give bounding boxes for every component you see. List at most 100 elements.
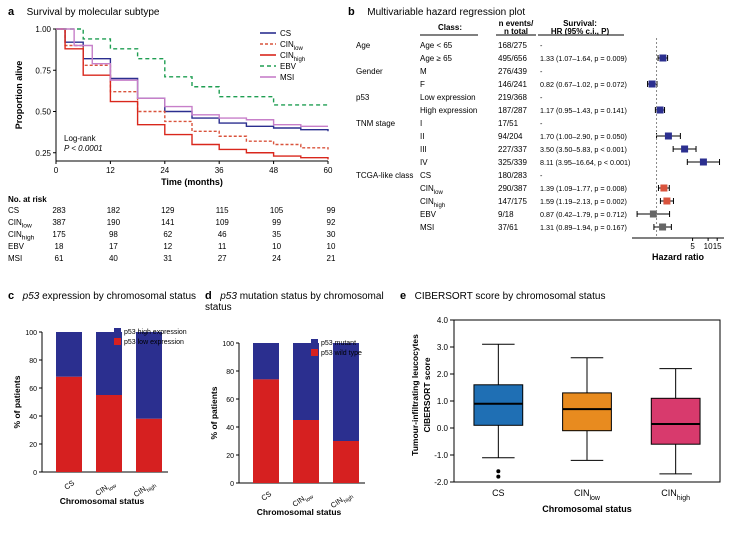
svg-text:Log-rank: Log-rank (64, 134, 97, 143)
panel-d-title: p53 mutation status by chromosomal statu… (205, 291, 384, 313)
svg-text:p53: p53 (356, 93, 370, 102)
svg-text:60: 60 (226, 397, 234, 404)
svg-text:20: 20 (226, 453, 234, 460)
svg-text:Chromosomal status: Chromosomal status (542, 504, 632, 514)
svg-text:60: 60 (324, 166, 333, 175)
svg-text:P < 0.0001: P < 0.0001 (64, 144, 103, 153)
panel-c: c p53 expression by chromosomal status 0… (8, 290, 198, 514)
svg-text:TCGA-like class: TCGA-like class (356, 171, 413, 180)
svg-text:40: 40 (226, 425, 234, 432)
svg-text:p53 high expression: p53 high expression (124, 329, 187, 336)
svg-text:p53 mutant: p53 mutant (321, 340, 356, 347)
svg-text:CS: CS (259, 489, 273, 502)
svg-text:100: 100 (25, 330, 37, 337)
panel-e-label: e (400, 290, 406, 302)
svg-text:0.50: 0.50 (35, 108, 51, 117)
svg-text:% of patients: % of patients (12, 375, 22, 428)
svg-text:80: 80 (29, 358, 37, 365)
svg-text:325/339: 325/339 (498, 158, 527, 167)
svg-text:CINlow: CINlow (420, 184, 443, 196)
svg-text:1.0: 1.0 (437, 397, 449, 406)
svg-text:Age: Age (356, 41, 371, 50)
svg-text:17/51: 17/51 (498, 119, 519, 128)
panel-a-label: a (8, 6, 14, 18)
stacked-bar-c: 020406080100CSCINlowCINhigh% of patients… (8, 302, 198, 512)
svg-text:37/61: 37/61 (498, 223, 519, 232)
svg-text:0: 0 (54, 166, 59, 175)
svg-text:15: 15 (713, 242, 722, 251)
svg-text:CS: CS (492, 488, 505, 498)
svg-text:0: 0 (33, 470, 37, 477)
svg-text:Time (months): Time (months) (161, 177, 223, 187)
svg-text:0: 0 (230, 481, 234, 488)
svg-text:M: M (420, 67, 427, 76)
svg-text:0.0: 0.0 (437, 424, 449, 433)
svg-text:290/387: 290/387 (498, 184, 527, 193)
svg-text:Age < 65: Age < 65 (420, 41, 453, 50)
panel-a-title: Survival by molecular subtype (27, 7, 160, 18)
svg-text:Proportion alive: Proportion alive (14, 61, 24, 130)
km-plot: 0.250.500.751.0001224364860Time (months)… (8, 21, 338, 191)
svg-text:80: 80 (226, 369, 234, 376)
svg-text:High expression: High expression (420, 106, 477, 115)
svg-text:II: II (420, 132, 424, 141)
svg-text:TNM stage: TNM stage (356, 119, 396, 128)
panel-c-label: c (8, 290, 14, 302)
svg-text:4.0: 4.0 (437, 316, 449, 325)
svg-text:147/175: 147/175 (498, 197, 527, 206)
svg-text:40: 40 (29, 414, 37, 421)
svg-text:2.0: 2.0 (437, 370, 449, 379)
svg-text:-: - (540, 171, 543, 180)
svg-text:EBV: EBV (420, 210, 437, 219)
svg-text:CS: CS (280, 29, 291, 38)
svg-text:0.87 (0.42–1.79, p = 0.712): 0.87 (0.42–1.79, p = 0.712) (540, 210, 627, 219)
svg-text:CINlow: CINlow (574, 488, 601, 502)
svg-text:CINhigh: CINhigh (661, 488, 690, 502)
svg-text:% of patients: % of patients (209, 386, 219, 439)
panel-c-title: p53 expression by chromosomal status (23, 291, 196, 302)
svg-text:1.70 (1.00–2.90, p = 0.050): 1.70 (1.00–2.90, p = 0.050) (540, 132, 627, 141)
svg-text:1.17 (0.95–1.43, p = 0.141): 1.17 (0.95–1.43, p = 0.141) (540, 106, 627, 115)
svg-text:Chromosomal status: Chromosomal status (60, 496, 145, 506)
svg-text:219/368: 219/368 (498, 93, 527, 102)
forest-plot: Class:n events/n totalSurvival:HR (95% c… (348, 18, 728, 270)
panel-d: d p53 mutation status by chromosomal sta… (205, 290, 395, 525)
svg-text:I: I (420, 119, 422, 128)
svg-text:CS: CS (62, 478, 76, 491)
svg-text:Gender: Gender (356, 67, 383, 76)
panel-e: e CIBERSORT score by chromosomal status … (400, 290, 730, 524)
box-plot: -2.0-1.00.01.02.03.04.0CSCINlowCINhighCh… (400, 302, 730, 522)
panel-b: b Multivariable hazard regression plot C… (348, 6, 728, 272)
svg-text:Chromosomal status: Chromosomal status (257, 507, 342, 517)
svg-text:9/18: 9/18 (498, 210, 514, 219)
svg-text:III: III (420, 145, 427, 154)
svg-text:Low expression: Low expression (420, 93, 476, 102)
svg-text:3.50 (3.50–5.83, p < 0.001): 3.50 (3.50–5.83, p < 0.001) (540, 145, 627, 154)
svg-text:10: 10 (704, 242, 713, 251)
svg-text:495/656: 495/656 (498, 54, 527, 63)
svg-text:24: 24 (160, 166, 169, 175)
svg-text:MSI: MSI (280, 73, 294, 82)
svg-text:276/439: 276/439 (498, 67, 527, 76)
svg-text:227/337: 227/337 (498, 145, 527, 154)
svg-text:-: - (540, 41, 543, 50)
svg-text:1.00: 1.00 (35, 25, 51, 34)
svg-text:F: F (420, 80, 425, 89)
svg-text:p53 wild type: p53 wild type (321, 350, 362, 357)
svg-text:187/287: 187/287 (498, 106, 527, 115)
svg-text:12: 12 (106, 166, 115, 175)
svg-text:168/275: 168/275 (498, 41, 527, 50)
svg-text:MSI: MSI (420, 223, 434, 232)
svg-text:-: - (540, 93, 543, 102)
svg-text:94/204: 94/204 (498, 132, 523, 141)
svg-text:CIBERSORT score: CIBERSORT score (422, 357, 432, 432)
svg-text:EBV: EBV (280, 62, 297, 71)
stacked-bar-d: 020406080100CSCINlowCINhigh% of patients… (205, 313, 395, 523)
svg-text:Hazard ratio: Hazard ratio (652, 252, 705, 262)
svg-text:Age ≥ 65: Age ≥ 65 (420, 54, 453, 63)
svg-text:48: 48 (269, 166, 278, 175)
svg-text:5: 5 (690, 242, 695, 251)
svg-text:CS: CS (420, 171, 431, 180)
svg-text:Tumour-infiltrating leucocytes: Tumour-infiltrating leucocytes (410, 334, 420, 456)
svg-text:36: 36 (215, 166, 224, 175)
